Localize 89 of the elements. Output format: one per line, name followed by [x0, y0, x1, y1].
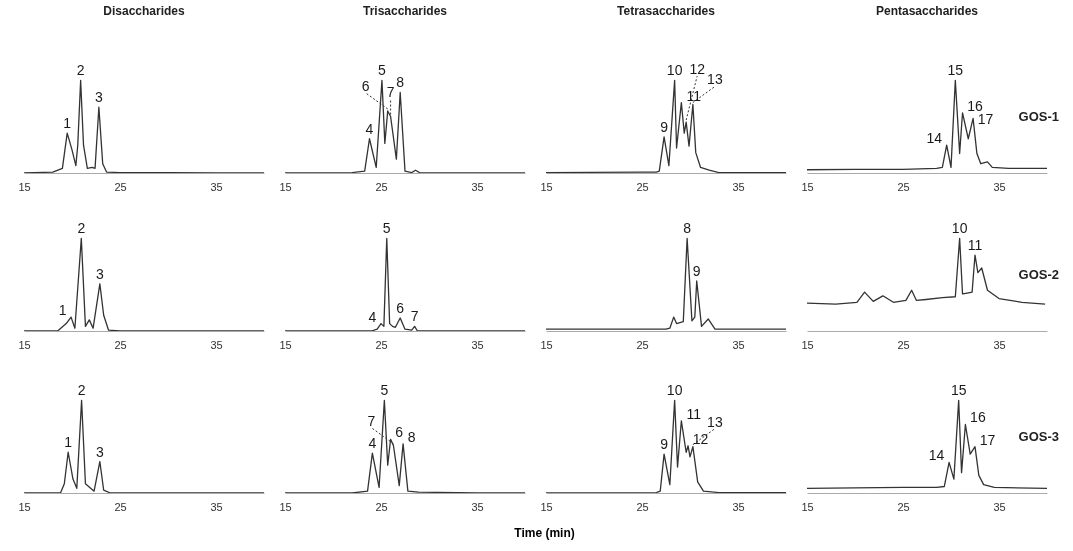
annotation: 14: [926, 130, 943, 147]
annotation: 7: [410, 308, 419, 325]
annotation: 8: [407, 428, 416, 445]
annotation: 4: [365, 120, 374, 137]
annotation: 6: [396, 300, 405, 317]
annotation: 5: [382, 220, 391, 237]
annotation: 11: [967, 237, 983, 254]
annotation: 8: [683, 220, 692, 237]
x-tick-label: 25: [897, 500, 910, 513]
annotation: 11: [686, 405, 702, 422]
annotation: GOS-2: [1018, 266, 1059, 282]
annotation: 1: [64, 434, 73, 451]
annotation: 13: [707, 413, 723, 430]
annotation: 5: [380, 382, 389, 399]
annotation: 12: [692, 430, 709, 447]
x-tick-label: 35: [732, 338, 745, 351]
annotation: 2: [76, 62, 85, 79]
annotation: 17: [977, 111, 994, 128]
x-tick-label: 25: [636, 180, 649, 193]
x-tick-label: 25: [636, 500, 649, 513]
x-tick-label: 35: [210, 180, 223, 193]
annotation: 6: [361, 77, 370, 94]
x-tick-label: 25: [636, 338, 649, 351]
annotation: 8: [396, 74, 405, 91]
annotation: 4: [368, 308, 377, 325]
annotation: 3: [94, 89, 103, 106]
x-tick-label: 15: [18, 500, 31, 513]
annotation: 3: [95, 443, 104, 460]
x-tick-label: 35: [471, 338, 484, 351]
x-tick-label: 15: [18, 180, 31, 193]
annotation: 17: [979, 431, 996, 448]
x-tick-label: 25: [375, 338, 388, 351]
x-tick-label: 15: [18, 338, 31, 351]
annotation: 9: [660, 118, 669, 135]
x-tick-label: 15: [279, 500, 292, 513]
annotation: 10: [666, 62, 683, 79]
annotation: 6: [395, 424, 404, 441]
annotation: 7: [386, 83, 395, 100]
x-tick-label: 25: [375, 500, 388, 513]
annotation: 4: [368, 435, 377, 452]
x-tick-label: 25: [897, 338, 910, 351]
annotation: 5: [378, 62, 387, 79]
x-tick-label: 15: [540, 500, 553, 513]
x-tick-label: 25: [114, 180, 127, 193]
annotation: 10: [951, 220, 968, 237]
annotation: 9: [660, 436, 669, 453]
annotation: 11: [686, 87, 702, 104]
chart-title: Pentasaccharides: [875, 4, 979, 18]
x-tick-label: 25: [897, 180, 910, 193]
annotation: 1: [63, 115, 72, 132]
annotation: GOS-3: [1018, 428, 1059, 444]
x-tick-label: 35: [471, 500, 484, 513]
annotation: 15: [947, 62, 964, 79]
annotation: 16: [967, 97, 984, 114]
annotation: 14: [928, 447, 945, 464]
chart-title: Disaccharides: [103, 4, 186, 18]
x-tick-label: 15: [801, 338, 814, 351]
x-tick-label: 25: [114, 500, 127, 513]
chart-title: Trisaccharides: [362, 4, 448, 18]
x-tick-label: 35: [210, 338, 223, 351]
x-tick-label: 15: [279, 180, 292, 193]
x-tick-label: 25: [375, 180, 388, 193]
x-tick-label: 35: [993, 500, 1006, 513]
x-axis-title: Time (min): [514, 525, 575, 540]
annotation: 2: [77, 220, 86, 237]
chart-title: Tetrasaccharides: [617, 4, 716, 18]
annotation: GOS-1: [1018, 108, 1059, 124]
annotation: 7: [367, 412, 376, 429]
annotation: 2: [77, 382, 86, 399]
x-tick-label: 15: [801, 180, 814, 193]
annotation: 12: [689, 61, 706, 78]
x-tick-label: 15: [279, 338, 292, 351]
annotation: 16: [970, 409, 986, 426]
annotation: 13: [707, 71, 723, 88]
x-tick-label: 15: [540, 338, 553, 351]
x-tick-label: 35: [732, 500, 745, 513]
annotation: 10: [666, 382, 683, 399]
x-tick-label: 35: [993, 180, 1006, 193]
x-tick-label: 25: [114, 338, 127, 351]
annotation: 3: [95, 265, 104, 282]
x-tick-label: 35: [732, 180, 745, 193]
x-tick-label: 15: [540, 180, 553, 193]
x-tick-label: 35: [993, 338, 1006, 351]
x-tick-label: 35: [471, 180, 484, 193]
x-tick-label: 15: [801, 500, 814, 513]
annotation: 1: [58, 302, 67, 319]
x-tick-label: 35: [210, 500, 223, 513]
annotation: 15: [950, 382, 967, 399]
annotation: 9: [692, 263, 701, 279]
